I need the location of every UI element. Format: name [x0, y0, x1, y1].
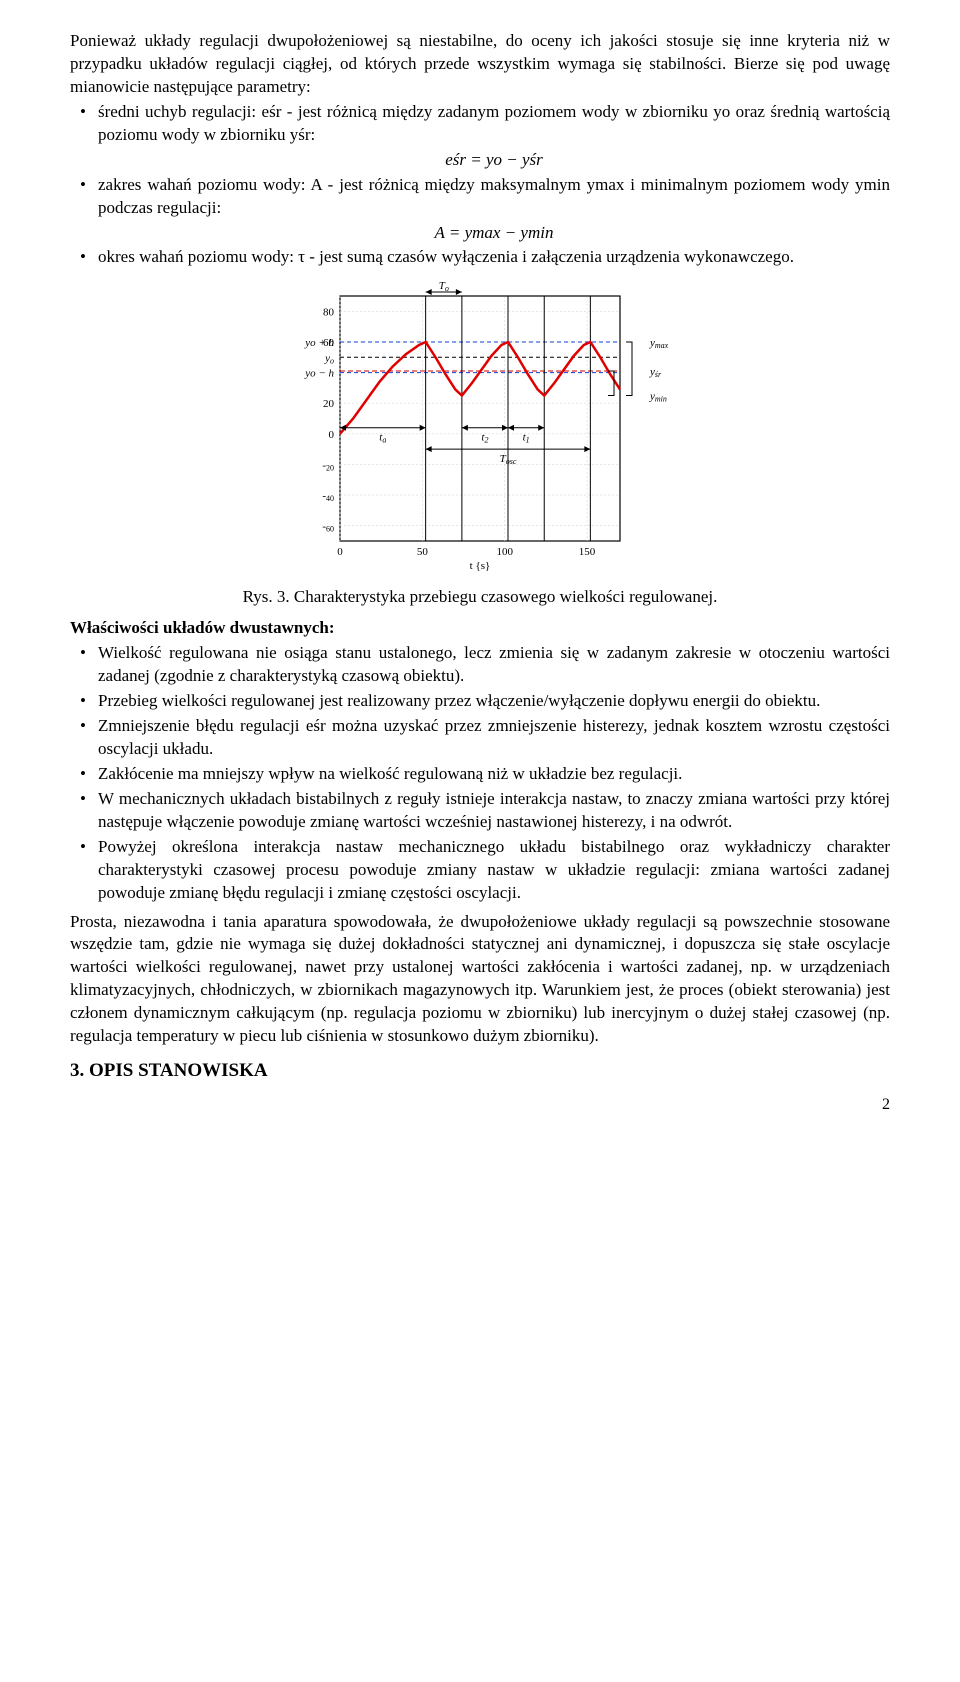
- figure-caption: Rys. 3. Charakterystyka przebiegu czasow…: [70, 586, 890, 609]
- svg-text:To: To: [439, 281, 449, 293]
- prop-6: Powyżej określona interakcja nastaw mech…: [98, 836, 890, 905]
- section-heading: 3. OPIS STANOWISKA: [70, 1058, 890, 1084]
- crit-3: okres wahań poziomu wody: τ - jest sumą …: [98, 247, 794, 266]
- svg-text:50: 50: [417, 546, 429, 558]
- svg-text:0: 0: [329, 429, 335, 441]
- svg-text:0: 0: [337, 546, 343, 558]
- svg-text:60: 60: [323, 337, 335, 349]
- svg-text:150: 150: [579, 546, 596, 558]
- svg-text:yśr: yśr: [649, 366, 662, 379]
- svg-text:-20: -20: [322, 460, 334, 473]
- figure-3: 050100150t {s}80yo + h60yoyo − h200-20-4…: [70, 281, 890, 578]
- chart-svg: 050100150t {s}80yo + h60yoyo − h200-20-4…: [280, 281, 680, 571]
- svg-text:yo: yo: [324, 353, 334, 366]
- svg-text:-60: -60: [322, 521, 334, 534]
- prop-4: Zakłócenie ma mniejszy wpływ na wielkość…: [98, 763, 890, 786]
- svg-text:yo − h: yo − h: [304, 368, 334, 380]
- prop-3: Zmniejszenie błędu regulacji eśr można u…: [98, 715, 890, 761]
- svg-text:ymax: ymax: [649, 337, 669, 350]
- properties-list: Wielkość regulowana nie osiąga stanu ust…: [70, 642, 890, 904]
- svg-text:-40: -40: [322, 490, 334, 503]
- prop-1: Wielkość regulowana nie osiąga stanu ust…: [98, 642, 890, 688]
- formula-2: A = ymax − ymin: [98, 222, 890, 245]
- svg-text:80: 80: [323, 307, 335, 319]
- prop-5: W mechanicznych układach bistabilnych z …: [98, 788, 890, 834]
- criteria-list: średni uchyb regulacji: eśr - jest różni…: [70, 101, 890, 270]
- crit-1: średni uchyb regulacji: eśr - jest różni…: [98, 102, 890, 144]
- svg-text:100: 100: [496, 546, 513, 558]
- properties-title: Właściwości układów dwustawnych:: [70, 617, 890, 640]
- prop-2: Przebieg wielkości regulowanej jest real…: [98, 690, 890, 713]
- svg-text:t {s}: t {s}: [470, 560, 491, 571]
- svg-text:ymin: ymin: [649, 391, 667, 404]
- outro-para: Prosta, niezawodna i tania aparatura spo…: [70, 911, 890, 1049]
- intro-para: Ponieważ układy regulacji dwupołożeniowe…: [70, 30, 890, 99]
- svg-text:20: 20: [323, 399, 335, 411]
- crit-2: zakres wahań poziomu wody: A - jest różn…: [98, 175, 890, 217]
- formula-1: eśr = yo − yśr: [98, 149, 890, 172]
- page-number: 2: [70, 1094, 890, 1116]
